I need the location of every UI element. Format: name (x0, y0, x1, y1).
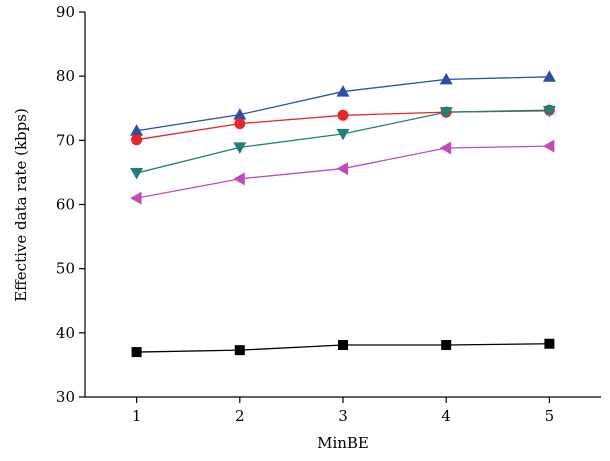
data-point (542, 139, 555, 153)
y-tick-label: 90 (56, 3, 75, 21)
data-point (130, 124, 144, 136)
y-tick-label: 60 (56, 196, 75, 214)
data-point (131, 347, 142, 358)
data-point (337, 109, 349, 121)
data-point (233, 172, 245, 186)
x-tick-label: 1 (132, 407, 142, 425)
x-ticks: 1 2 3 4 5 (132, 397, 554, 425)
data-point (233, 108, 247, 120)
data-point (542, 105, 556, 118)
x-tick-label: 5 (545, 407, 555, 425)
y-tick-label: 80 (56, 67, 75, 85)
data-point (233, 142, 247, 154)
data-point (542, 70, 556, 82)
y-tick-label: 70 (56, 131, 75, 149)
data-point (338, 340, 348, 351)
data-point (130, 191, 142, 205)
data-point (439, 72, 453, 85)
data-point (130, 168, 144, 180)
series-line (136, 76, 550, 132)
plot-area (84, 12, 601, 398)
y-tick-label: 40 (56, 324, 75, 342)
x-tick-label: 3 (338, 407, 348, 425)
x-tick-label: 4 (441, 407, 451, 425)
series-0 (130, 70, 556, 136)
series-group (130, 70, 556, 358)
series-2 (130, 105, 556, 180)
data-point (234, 345, 245, 356)
x-tick-label: 2 (235, 407, 245, 425)
data-point (336, 85, 350, 97)
y-tick-label: 50 (56, 260, 75, 278)
data-point (439, 107, 453, 119)
data-point (234, 118, 246, 130)
data-point (336, 128, 350, 141)
y-tick-label: 30 (56, 388, 75, 406)
data-point (131, 134, 143, 146)
y-ticks: 30 40 50 60 70 80 90 (56, 3, 85, 406)
data-point (544, 338, 555, 349)
series-3 (130, 139, 555, 205)
data-point (439, 141, 452, 155)
data-point (441, 340, 452, 351)
data-point (336, 162, 348, 176)
x-axis-label: MinBE (317, 434, 369, 452)
y-axis-label: Effective data rate (kbps) (12, 108, 30, 302)
series-4 (131, 338, 555, 358)
